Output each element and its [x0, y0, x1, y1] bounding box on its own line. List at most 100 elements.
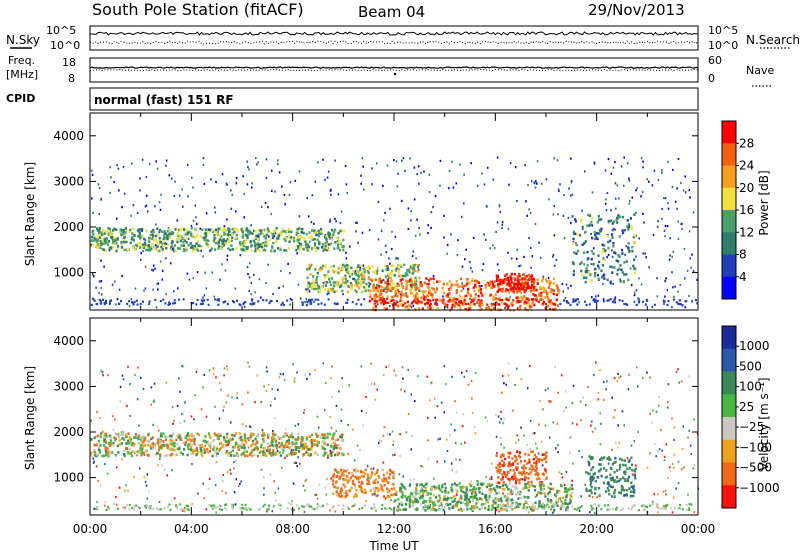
feature-echo [413, 283, 416, 287]
scatter-echo [420, 464, 422, 468]
feature-echo [90, 454, 93, 457]
feature-echo [420, 483, 423, 486]
feature-echo [171, 248, 174, 251]
feature-echo [203, 238, 206, 242]
scatter-echo [281, 466, 283, 469]
feature-echo [515, 458, 518, 462]
feature-echo [332, 447, 335, 451]
cpid-label: CPID [6, 92, 35, 105]
scatter-echo [370, 362, 372, 365]
scatter-echo [552, 255, 554, 258]
feature-echo [450, 283, 453, 287]
scatter-echo [397, 172, 399, 175]
scatter-echo [314, 493, 316, 497]
feature-echo [383, 477, 386, 480]
feature-echo [184, 436, 187, 440]
ground-scatter-echo [109, 302, 111, 305]
feature-echo [461, 296, 464, 300]
scatter-echo [357, 241, 359, 244]
scatter-echo [247, 446, 250, 449]
scatter-echo [495, 509, 498, 512]
feature-echo [101, 238, 104, 242]
scatter-echo [292, 363, 294, 366]
feature-echo [141, 438, 144, 441]
feature-echo [631, 246, 634, 249]
scatter-echo [578, 509, 581, 512]
feature-echo [458, 497, 462, 501]
feature-echo [422, 485, 425, 488]
feature-echo [394, 269, 397, 272]
scatter-echo [599, 443, 602, 446]
feature-echo [632, 235, 635, 239]
feature-echo [634, 271, 637, 275]
feature-echo [295, 244, 298, 248]
feature-echo [478, 284, 481, 288]
scatter-echo [433, 494, 435, 497]
feature-echo [633, 234, 636, 237]
feature-echo [325, 240, 328, 244]
scatter-echo [536, 182, 538, 185]
feature-echo [378, 278, 381, 281]
scatter-echo [248, 439, 250, 442]
feature-echo [469, 294, 472, 297]
scatter-echo [680, 380, 683, 383]
ground-scatter-echo [576, 303, 579, 306]
feature-echo [285, 432, 288, 435]
feature-echo [447, 503, 450, 507]
ground-scatter-echo [200, 299, 203, 302]
feature-echo [487, 482, 490, 486]
scatter-echo [546, 476, 548, 479]
scatter-echo [585, 404, 587, 407]
feature-echo [616, 268, 619, 272]
feature-echo [372, 287, 376, 291]
feature-echo [472, 487, 475, 491]
scatter-echo [159, 260, 162, 263]
feature-echo [418, 307, 421, 310]
feature-echo [206, 243, 209, 247]
feature-echo [320, 230, 323, 234]
feature-echo [440, 298, 443, 302]
scatter-echo [352, 428, 354, 431]
scatter-echo [335, 438, 338, 441]
scatter-echo [620, 165, 623, 168]
feature-echo [503, 302, 506, 305]
feature-echo [245, 450, 248, 453]
feature-echo [106, 239, 109, 243]
scatter-echo [284, 456, 286, 459]
scatter-echo [276, 162, 279, 166]
scatter-echo [215, 376, 217, 379]
scatter-echo [507, 362, 510, 365]
feature-echo [361, 277, 364, 281]
freq-outlier [393, 72, 397, 76]
feature-echo [388, 301, 391, 304]
feature-echo [438, 487, 441, 490]
scatter-echo [547, 494, 549, 497]
scatter-echo [115, 303, 117, 306]
scatter-echo [498, 269, 500, 272]
feature-echo [249, 240, 252, 244]
feature-echo [412, 294, 415, 298]
feature-echo [513, 272, 516, 276]
feature-echo [512, 469, 515, 472]
scatter-echo [100, 286, 102, 289]
feature-echo [230, 454, 233, 457]
feature-echo [414, 495, 417, 498]
feature-echo [184, 236, 187, 240]
feature-echo [470, 304, 473, 308]
feature-echo [343, 473, 346, 477]
scatter-echo [336, 471, 338, 474]
scatter-echo [595, 361, 597, 364]
feature-echo [503, 278, 506, 281]
feature-echo [216, 434, 219, 438]
ground-scatter-echo [435, 303, 438, 306]
feature-echo [545, 292, 549, 296]
scatter-echo [492, 178, 495, 181]
scatter-echo [509, 162, 512, 165]
scatter-echo [627, 388, 630, 391]
feature-echo [247, 233, 250, 236]
feature-echo [106, 451, 110, 454]
feature-echo [290, 444, 294, 447]
feature-echo [485, 485, 488, 489]
scatter-echo [671, 186, 674, 189]
feature-echo [241, 442, 244, 445]
